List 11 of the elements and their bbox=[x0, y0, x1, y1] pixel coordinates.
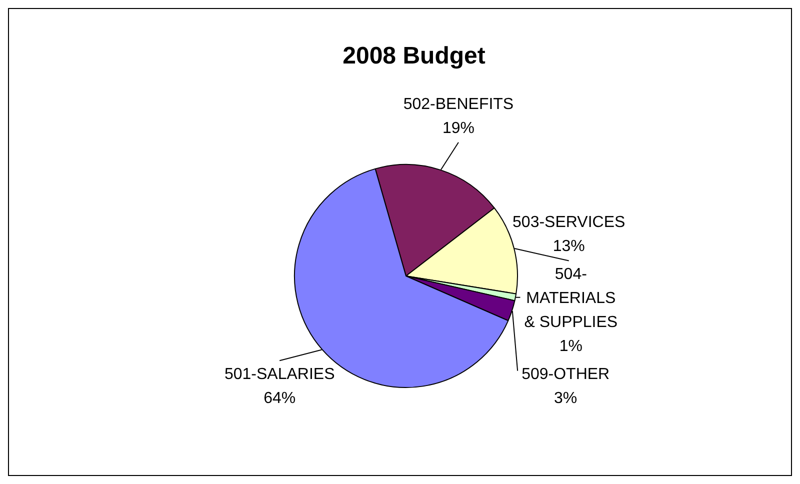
slice-label: 503-SERVICES bbox=[512, 214, 626, 232]
data-label: 19% bbox=[442, 120, 474, 137]
slice-label: 502-BENEFITS bbox=[403, 96, 514, 113]
data-label: 3% bbox=[554, 390, 578, 408]
data-label: 13% bbox=[552, 238, 585, 256]
data-label: 1% bbox=[559, 338, 582, 356]
chart-title: 2008 Budget bbox=[342, 42, 486, 70]
slice-label: 504-MATERIALS & SUPPLIES bbox=[524, 266, 618, 332]
slice-label: 501-SALARIES bbox=[224, 366, 335, 384]
data-label: 64% bbox=[264, 390, 296, 408]
slice-label: 509-OTHER bbox=[522, 366, 610, 384]
